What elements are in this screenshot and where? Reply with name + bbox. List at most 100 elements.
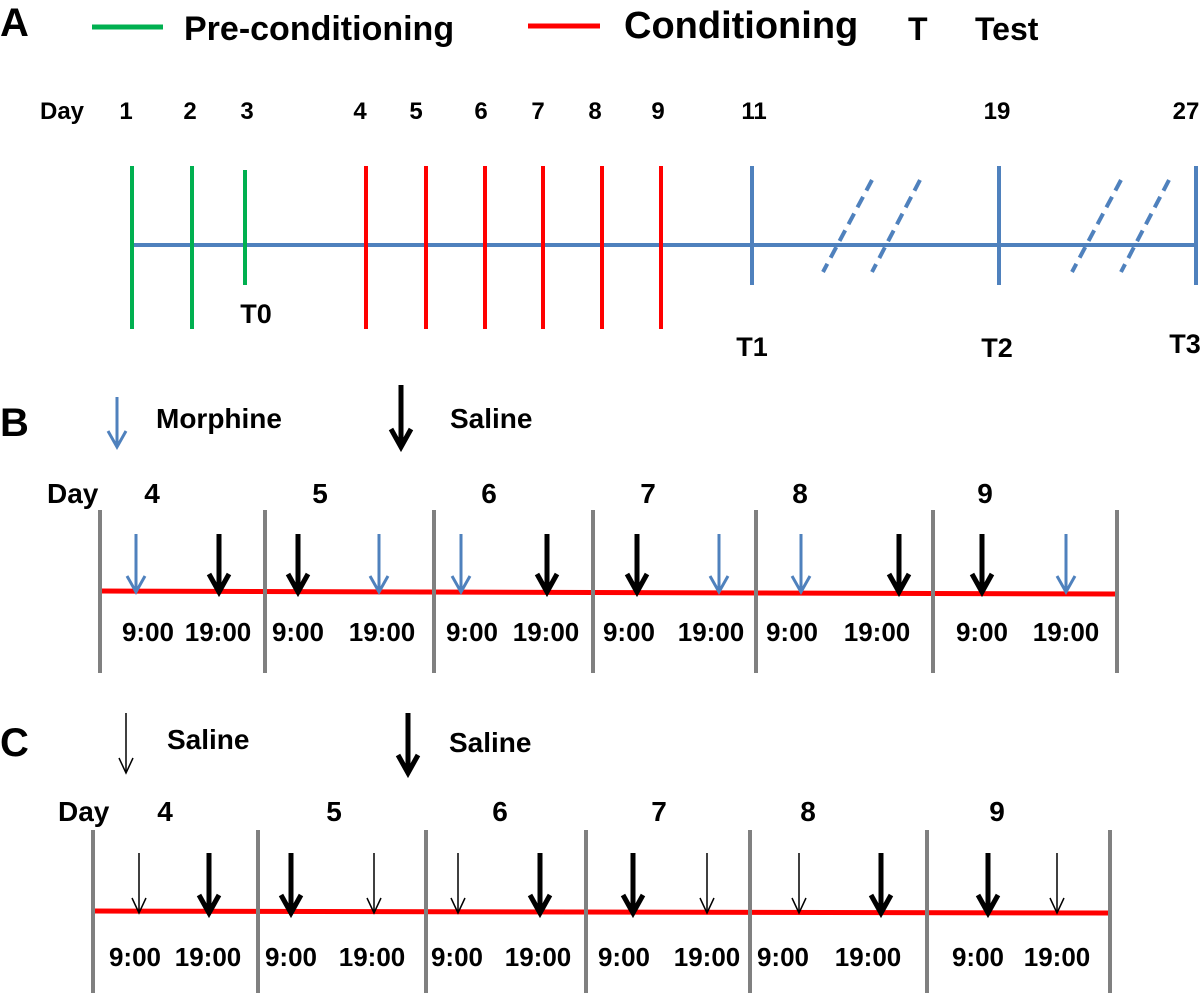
panel_b-injection-day-4-am-morphine-arrow: [125, 534, 147, 596]
axis-break-mark: [1119, 179, 1171, 273]
panel_b-time-pm: 19:00: [513, 617, 580, 647]
test-label-t2: T2: [981, 333, 1013, 363]
panel_c-injection-day-8-pm-thick-arrow: [868, 853, 894, 919]
timeline-day-label: Day: [40, 98, 85, 125]
panel_c-injection-day-8-am-thin-arrow: [791, 853, 807, 915]
panel_b-letter: B: [0, 401, 29, 445]
panel_b-injection-day-7-pm-morphine-arrow: [708, 534, 730, 596]
panel_c-day-4: 4: [157, 796, 173, 827]
panel_b-injection-day-6-am-morphine-arrow: [450, 534, 472, 596]
panel-c: C Saline Saline Day 4 9:00 19:00 5 9:00 19:00 6 9:0…: [0, 713, 1112, 993]
panel_c-injection-day-4-pm-thick-arrow: [196, 853, 222, 919]
legend-thin-saline-arrow: [118, 713, 134, 775]
panel_b-time-pm: 19:00: [349, 617, 416, 647]
timeline-day-8: 8: [588, 98, 601, 125]
legend-thick-saline-label: Saline: [449, 727, 531, 758]
panel_c-time-pm: 19:00: [339, 942, 406, 972]
test-labels: T0 T1 T2 T3: [240, 299, 1201, 363]
legend-morphine-label: Morphine: [156, 403, 282, 434]
test-label-t3: T3: [1169, 329, 1201, 359]
panel_b-injection-day-5-am-saline-arrow: [285, 534, 311, 598]
timeline-day-5: 5: [409, 98, 422, 125]
legend-test-label: Test: [975, 11, 1039, 47]
panel_b-injection-day-4-pm-saline-arrow: [206, 534, 232, 598]
panel_b-time-am: 9:00: [956, 617, 1008, 647]
panel_c-time-am: 9:00: [265, 942, 317, 972]
panel_c-day-7: 7: [651, 796, 667, 827]
panel_c-day-6: 6: [492, 796, 508, 827]
panel_b-day-4: 4: [144, 478, 160, 509]
panel_c-injection-day-6-pm-thick-arrow: [527, 853, 553, 919]
panel_b-day-label: Day: [47, 478, 99, 509]
axis-break-mark: [1070, 179, 1123, 273]
panel_c-time-am: 9:00: [598, 942, 650, 972]
panel_b-day-8: 8: [792, 478, 808, 509]
panel_b-injection-day-6-pm-saline-arrow: [534, 534, 560, 598]
panel_b-time-pm: 19:00: [678, 617, 745, 647]
panel_c-time-am: 9:00: [757, 942, 809, 972]
axis-break-marks: [821, 179, 1171, 273]
panel_b-injection-day-5-pm-morphine-arrow: [368, 534, 390, 596]
test-label-t0: T0: [240, 299, 272, 329]
panel_b-injection-day-9-am-saline-arrow: [969, 534, 995, 598]
panel-a-letter: A: [0, 1, 29, 45]
panel_c-injection-day-6-am-thin-arrow: [450, 853, 466, 915]
legend-test-symbol: T: [908, 11, 928, 47]
legend-saline-arrow: [388, 385, 414, 453]
panel_b-day-5: 5: [312, 478, 328, 509]
panel_b-injection-day-8-am-morphine-arrow: [790, 534, 812, 596]
panel_b-injection-day-8-pm-saline-arrow: [886, 534, 912, 598]
panel_c-time-pm: 19:00: [674, 942, 741, 972]
panel_c-day-9: 9: [989, 796, 1005, 827]
panel_c-injection-day-9-pm-thin-arrow: [1049, 853, 1065, 915]
timeline-day-9: 9: [651, 98, 664, 125]
legend-saline-label: Saline: [450, 403, 532, 434]
panel_c-injection-day-5-am-thick-arrow: [278, 853, 304, 919]
panel_c-day-8: 8: [800, 796, 816, 827]
panel_b-injection-day-9-pm-morphine-arrow: [1055, 534, 1077, 596]
timeline-day-27: 27: [1173, 98, 1200, 125]
panel_b-time-am: 9:00: [446, 617, 498, 647]
panel_c-time-pm: 19:00: [505, 942, 572, 972]
legend-pre-label: Pre-conditioning: [184, 10, 454, 48]
panel_c-time-am: 9:00: [952, 942, 1004, 972]
panel_b-conditioning-line: [99, 588, 1116, 597]
panel_c-letter: C: [0, 721, 29, 765]
panel_b-day-6: 6: [481, 478, 497, 509]
panel_c-time-pm: 19:00: [1024, 942, 1091, 972]
timeline-day-2: 2: [183, 98, 196, 125]
panel-b: B Morphine Saline Day 4 9:00 19:00 5 9:00 19:00 6 9…: [0, 385, 1119, 673]
timeline-day-3: 3: [240, 98, 253, 125]
timeline-day-numbers: 1 2 3 4 5 6 7 8 9 11 19 27: [119, 98, 1199, 125]
panel_b-time-am: 9:00: [603, 617, 655, 647]
legend-cond-label: Conditioning: [624, 5, 858, 47]
panel_b-time-pm: 19:00: [844, 617, 911, 647]
timeline-day-11: 11: [741, 98, 766, 125]
panel-a: A Pre-conditioning Conditioning T Test D…: [0, 1, 1201, 363]
timeline-day-1: 1: [119, 98, 132, 125]
axis-break-mark: [821, 179, 874, 273]
legend-morphine-arrow: [106, 397, 128, 451]
test-label-t1: T1: [736, 332, 768, 362]
panel_b-injection-day-7-am-saline-arrow: [624, 534, 650, 598]
panel_c-time-am: 9:00: [431, 942, 483, 972]
panel_c-injection-day-5-pm-thin-arrow: [366, 853, 382, 915]
timeline-day-7: 7: [531, 98, 544, 125]
panel_c-day-5: 5: [326, 796, 342, 827]
panel_b-time-am: 9:00: [122, 617, 174, 647]
panel_c-time-am: 9:00: [109, 942, 161, 972]
panel_b-time-am: 9:00: [272, 617, 324, 647]
axis-break-mark: [870, 179, 922, 273]
panel_b-time-am: 9:00: [766, 617, 818, 647]
panel_c-conditioning-line: [92, 908, 1109, 916]
panel_c-day-label: Day: [58, 796, 110, 827]
panel_c-time-pm: 19:00: [835, 942, 902, 972]
panel_c-injection-day-7-pm-thin-arrow: [699, 853, 715, 915]
panel_c-injection-day-4-am-thin-arrow: [131, 853, 147, 915]
panel_b-time-pm: 19:00: [1033, 617, 1100, 647]
panel_b-day-7: 7: [640, 478, 656, 509]
timeline-day-6: 6: [474, 98, 487, 125]
legend-thin-saline-label: Saline: [167, 724, 249, 755]
timeline-day-4: 4: [353, 98, 367, 125]
